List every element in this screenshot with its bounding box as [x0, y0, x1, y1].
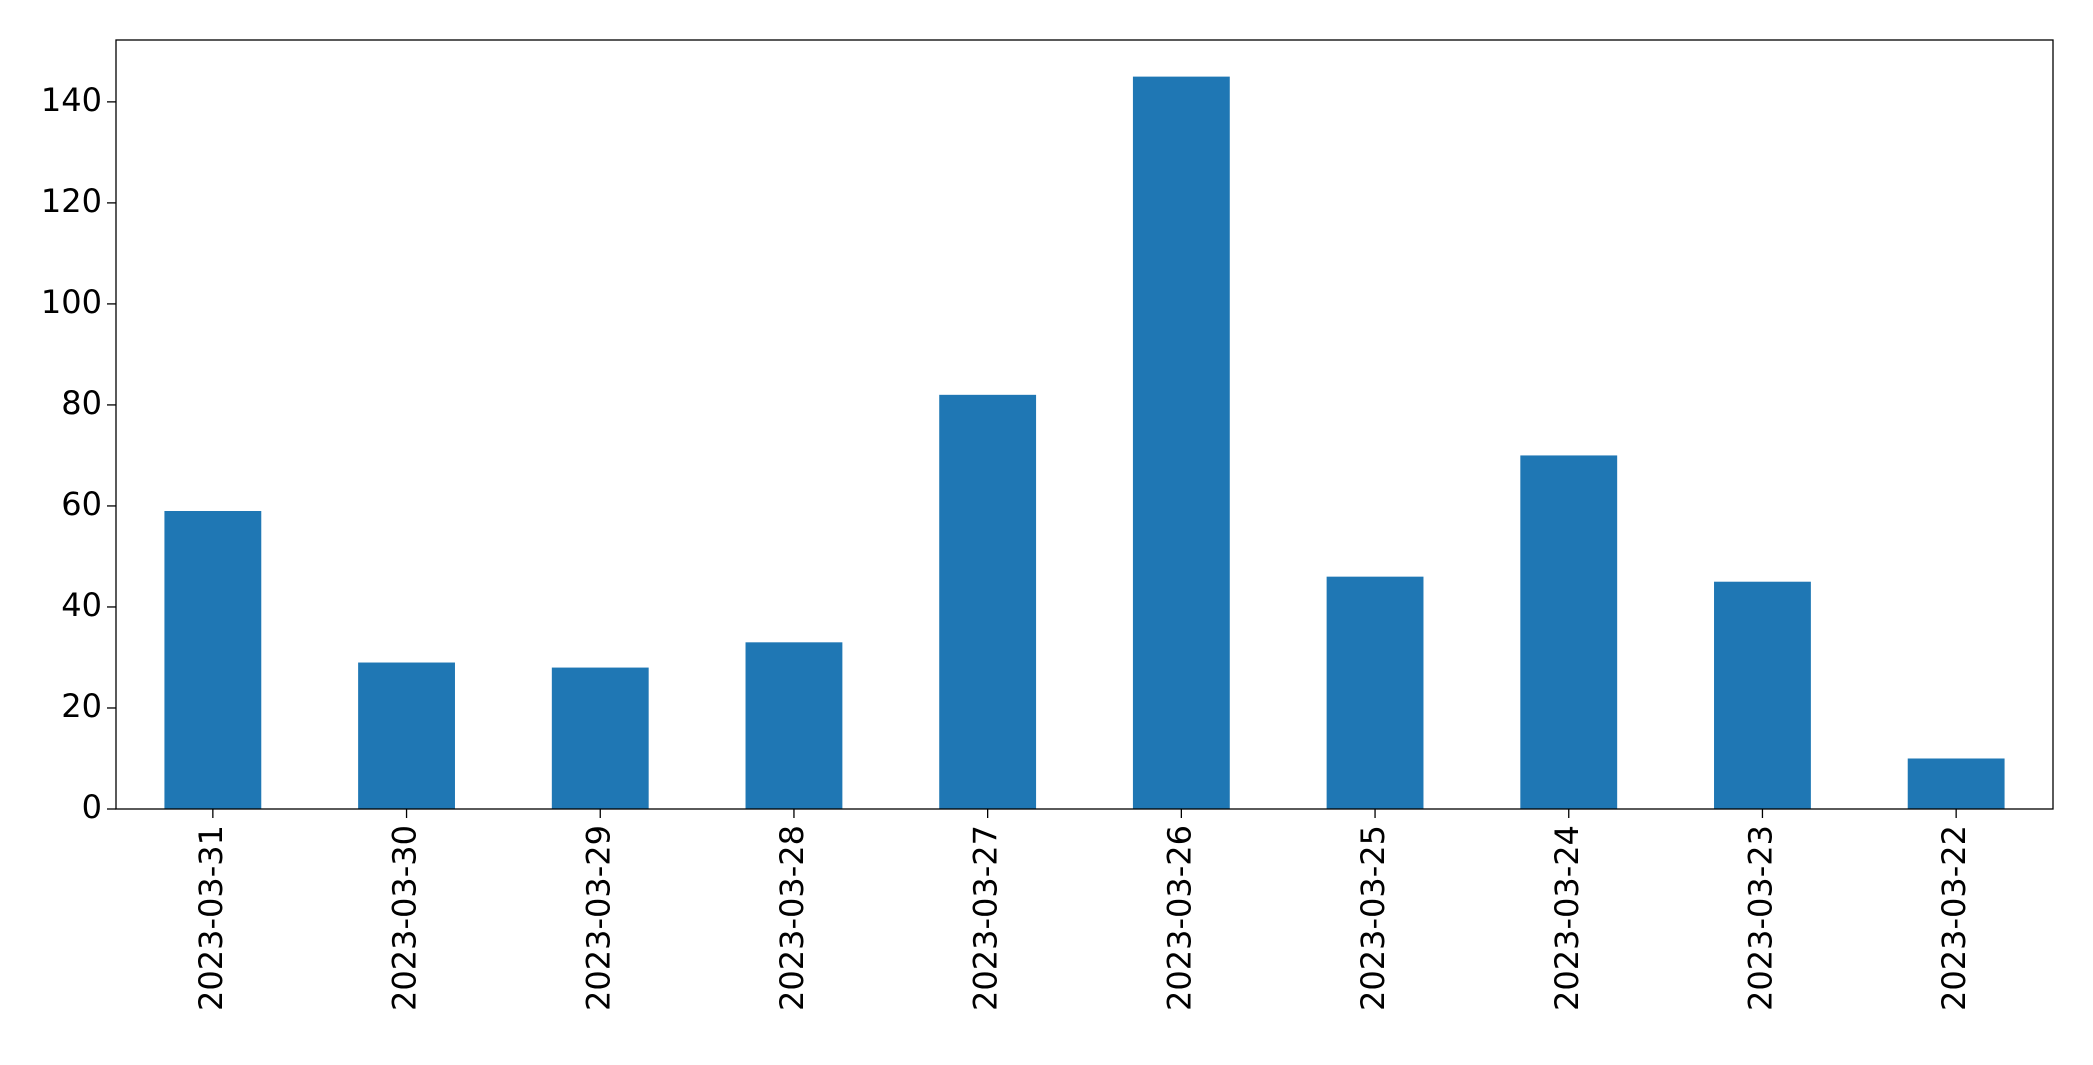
- x-tick-label: 2023-03-29: [579, 825, 617, 1011]
- y-tick-label: 100: [41, 283, 102, 321]
- x-tick-label: 2023-03-26: [1160, 825, 1198, 1011]
- y-tick-label: 120: [41, 182, 102, 220]
- bar: [551, 667, 649, 809]
- bar: [1326, 576, 1424, 809]
- bar: [1907, 758, 2005, 809]
- y-tick-label: 140: [41, 81, 102, 119]
- bar: [164, 510, 262, 809]
- y-tick-label: 80: [61, 384, 102, 422]
- x-tick-label: 2023-03-22: [1935, 825, 1973, 1011]
- x-tick-label: 2023-03-24: [1548, 825, 1586, 1011]
- bar: [1520, 455, 1618, 809]
- y-tick-label: 60: [61, 485, 102, 523]
- x-tick-label: 2023-03-31: [192, 825, 230, 1011]
- plot-frame: [115, 39, 2054, 810]
- x-tick-label: 2023-03-25: [1354, 825, 1392, 1011]
- x-tick-label: 2023-03-27: [967, 825, 1005, 1011]
- bar: [745, 642, 843, 809]
- y-tick-label: 40: [61, 586, 102, 624]
- bar: [1132, 76, 1230, 810]
- x-tick-label: 2023-03-23: [1741, 825, 1779, 1011]
- y-tick-label: 0: [82, 788, 102, 826]
- bar: [1714, 581, 1811, 809]
- bar: [939, 394, 1037, 809]
- bar: [358, 662, 455, 809]
- y-tick-label: 20: [61, 687, 102, 725]
- x-tick-label: 2023-03-30: [386, 825, 424, 1011]
- x-tick-label: 2023-03-28: [773, 825, 811, 1011]
